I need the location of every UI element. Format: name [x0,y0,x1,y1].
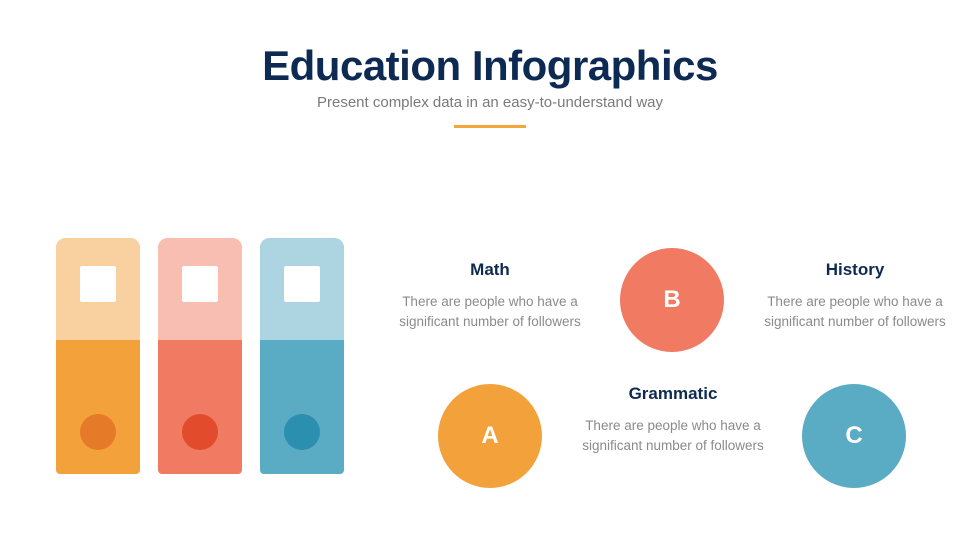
subject-math: Math There are people who have a signifi… [395,260,585,331]
header: Education Infographics Present complex d… [0,42,980,128]
subject-grammatic: Grammatic There are people who have a si… [578,384,768,455]
circle-b: B [620,248,724,352]
subject-math-desc: There are people who have a significant … [395,292,585,331]
circle-a-letter: A [481,422,498,450]
circle-c: C [802,384,906,488]
subject-math-title: Math [395,260,585,280]
subject-grammatic-desc: There are people who have a significant … [578,416,768,455]
book-1-label-square [80,266,116,302]
circle-b-letter: B [663,286,680,314]
book-3-label-square [284,266,320,302]
book-1-dot [80,414,116,450]
circle-c-letter: C [845,422,862,450]
page-subtitle: Present complex data in an easy-to-under… [0,94,980,111]
title-divider [454,125,526,128]
subject-history-desc: There are people who have a significant … [760,292,950,331]
page-title: Education Infographics [0,42,980,90]
subject-history-title: History [760,260,950,280]
books-graphic [56,238,344,474]
subject-history: History There are people who have a sign… [760,260,950,331]
book-2 [158,238,242,474]
book-3 [260,238,344,474]
circle-a: A [438,384,542,488]
book-2-label-square [182,266,218,302]
book-3-dot [284,414,320,450]
subject-grammatic-title: Grammatic [578,384,768,404]
book-2-dot [182,414,218,450]
book-1 [56,238,140,474]
